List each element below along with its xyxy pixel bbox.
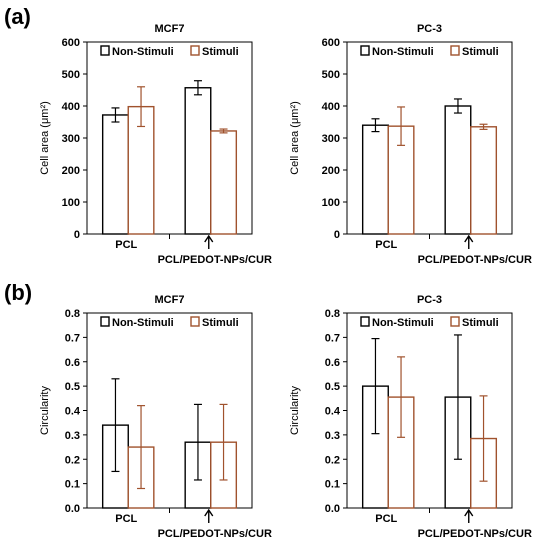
chart-mcf7-cell-area: MCF7 Cell area (μm²) 0 100 200 300 400 500 600 PC… [39,23,272,266]
x-category-label: PCL/PEDOT-NPs/CUR [418,528,532,540]
y-tick-label: 0.5 [325,381,340,393]
y-tick-label: 200 [322,165,340,177]
bar-stimuli [127,105,155,235]
legend-label: Stimuli [462,317,499,329]
legend-swatch [450,45,460,56]
y-tick-label: 0.2 [65,454,80,466]
x-category-label: PCL/PEDOT-NPs/CUR [158,528,272,540]
legend-swatch [190,316,200,327]
bar-non-stimuli [184,87,212,235]
y-tick-label: 200 [62,165,80,177]
y-tick-label: 0.2 [325,454,340,466]
y-tick-label: 100 [322,197,340,209]
y-tick-label: 0.5 [65,381,80,393]
bar-non-stimuli [444,105,472,235]
legend-swatch [190,45,200,56]
x-category-label: PCL [115,513,137,525]
y-tick-label: 500 [322,69,340,81]
legend-label: Non-Stimuli [112,46,174,58]
y-tick-label: 100 [62,197,80,209]
x-category-label: PCL/PEDOT-NPs/CUR [418,254,532,266]
chart-pc3-cell-area: PC-3 Cell area (μm²) 0 100 200 300 400 500 600 PC… [289,23,532,266]
y-tick-label: 600 [62,37,80,49]
y-tick-label: 400 [62,101,80,113]
arrow-icon [464,508,474,517]
y-tick-label: 0.3 [65,430,80,442]
legend-swatch [100,45,110,56]
y-axis-label: Circularity [289,386,301,435]
legend-label: Stimuli [202,46,239,58]
chart-mcf7-circularity: MCF7 Circularity 0.0 0.1 0.2 0.3 0.4 0.5 0.6 0.7 0… [39,294,272,540]
y-tick-label: 0.4 [325,406,341,418]
x-category-label: PCL [375,513,397,525]
y-tick-label: 0.6 [65,357,80,369]
chart-title: MCF7 [155,23,185,35]
legend-swatch [450,316,460,327]
y-tick-label: 0.8 [325,308,340,320]
panel-label-b: (b) [4,280,32,305]
legend-label: Non-Stimuli [372,46,434,58]
bar-stimuli [470,126,498,235]
y-tick-label: 0.0 [65,503,80,515]
y-tick-label: 0.7 [325,332,340,344]
y-axis-label: Cell area (μm²) [289,101,301,175]
legend-label: Non-Stimuli [372,317,434,329]
legend-swatch [100,316,110,327]
bar-non-stimuli [361,124,389,235]
x-category-label: PCL/PEDOT-NPs/CUR [158,254,272,266]
panel-label-a: (a) [4,4,31,29]
bar-non-stimuli [101,114,129,235]
y-tick-label: 0.0 [325,503,340,515]
x-category-label: PCL [115,239,137,251]
y-tick-label: 0 [74,229,80,241]
y-axis-label: Cell area (μm²) [39,101,51,175]
y-axis-label: Circularity [39,386,51,435]
y-tick-label: 600 [322,37,340,49]
legend-label: Stimuli [202,317,239,329]
y-tick-label: 0.7 [65,332,80,344]
y-tick-label: 500 [62,69,80,81]
legend-swatch [360,45,370,56]
y-tick-label: 0 [334,229,340,241]
chart-pc3-circularity: PC-3 Circularity 0.0 0.1 0.2 0.3 0.4 0.5 0.6 0.7 0… [289,294,532,540]
bar-stimuli [210,130,238,235]
y-tick-label: 0.6 [325,357,340,369]
legend-label: Non-Stimuli [112,317,174,329]
y-tick-label: 0.8 [65,308,80,320]
legend-label: Stimuli [462,46,499,58]
arrow-icon [464,234,474,243]
arrow-icon [204,234,214,243]
y-tick-label: 0.1 [65,479,80,491]
arrow-icon [204,508,214,517]
x-category-label: PCL [375,239,397,251]
y-tick-label: 300 [62,133,80,145]
chart-title: MCF7 [155,294,185,306]
y-tick-label: 0.1 [325,479,340,491]
chart-title: PC-3 [417,294,442,306]
chart-title: PC-3 [417,23,442,35]
y-tick-label: 0.3 [325,430,340,442]
y-tick-label: 300 [322,133,340,145]
y-tick-label: 0.4 [65,406,81,418]
y-tick-label: 400 [322,101,340,113]
legend-swatch [360,316,370,327]
